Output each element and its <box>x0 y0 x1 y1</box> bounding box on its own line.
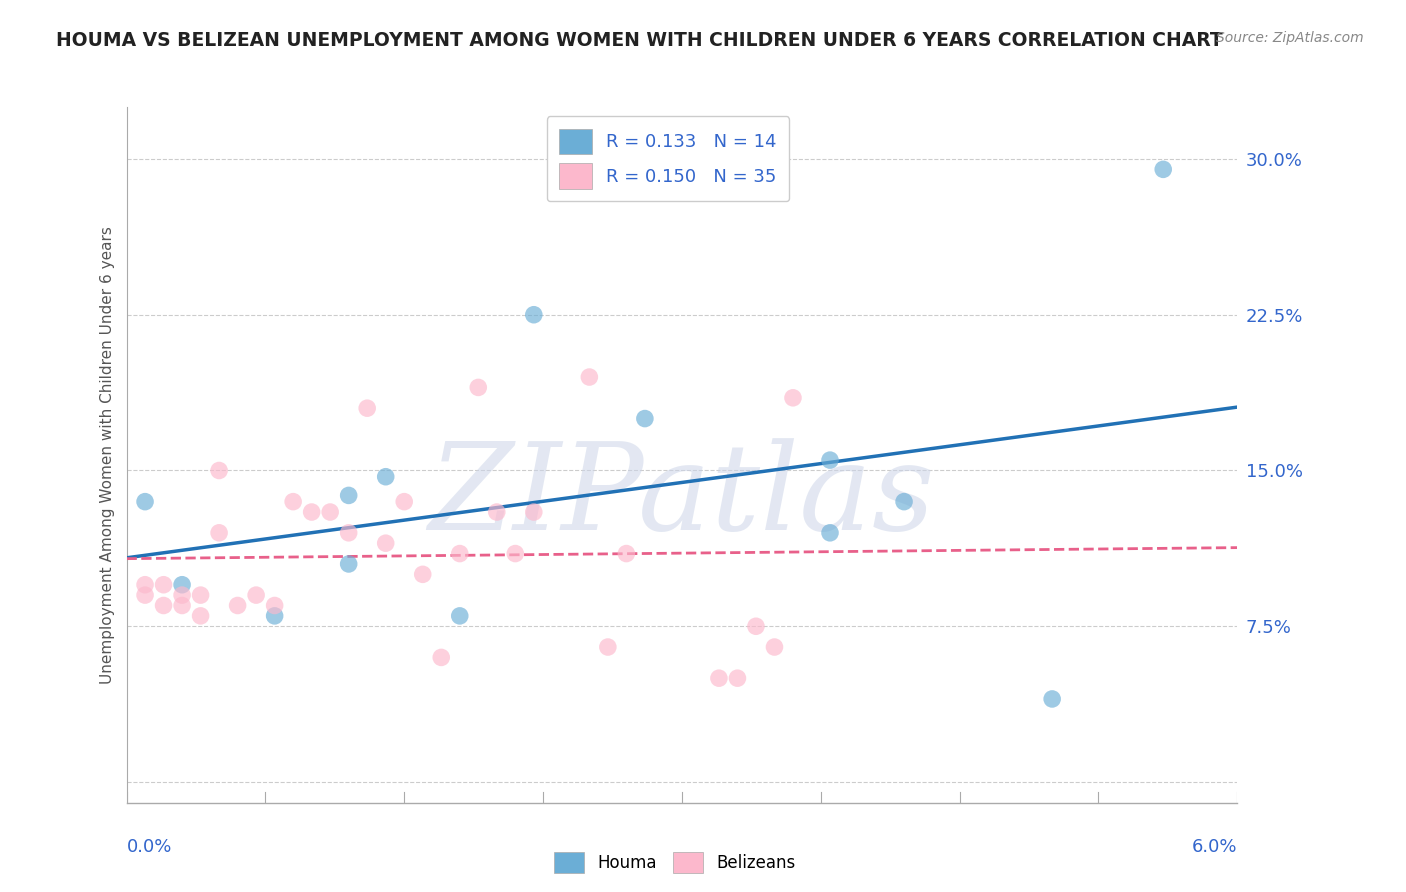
Point <box>467 380 489 394</box>
Point <box>245 588 267 602</box>
Point <box>818 453 841 467</box>
Text: HOUMA VS BELIZEAN UNEMPLOYMENT AMONG WOMEN WITH CHILDREN UNDER 6 YEARS CORRELATI: HOUMA VS BELIZEAN UNEMPLOYMENT AMONG WOM… <box>56 31 1223 50</box>
Point <box>226 599 249 613</box>
Point <box>596 640 619 654</box>
Legend: R = 0.133   N = 14, R = 0.150   N = 35: R = 0.133 N = 14, R = 0.150 N = 35 <box>547 116 789 202</box>
Point <box>172 599 194 613</box>
Text: 6.0%: 6.0% <box>1192 838 1237 856</box>
Point <box>430 650 453 665</box>
Point <box>763 640 786 654</box>
Point <box>152 578 174 592</box>
Point <box>745 619 768 633</box>
Point <box>190 588 212 602</box>
Point <box>449 547 471 561</box>
Point <box>578 370 600 384</box>
Point <box>337 525 360 540</box>
Point <box>134 578 156 592</box>
Point <box>707 671 730 685</box>
Legend: Houma, Belizeans: Houma, Belizeans <box>547 846 803 880</box>
Point <box>485 505 508 519</box>
Point <box>818 525 841 540</box>
Point <box>394 494 416 508</box>
Point <box>337 557 360 571</box>
Text: ZIPatlas: ZIPatlas <box>429 438 935 556</box>
Text: 0.0%: 0.0% <box>127 838 172 856</box>
Point <box>1152 162 1174 177</box>
Point <box>263 599 285 613</box>
Point <box>301 505 323 519</box>
Text: Source: ZipAtlas.com: Source: ZipAtlas.com <box>1216 31 1364 45</box>
Point <box>893 494 915 508</box>
Point <box>281 494 305 508</box>
Point <box>374 469 396 483</box>
Point <box>356 401 378 416</box>
Point <box>152 599 174 613</box>
Point <box>208 525 231 540</box>
Point <box>172 578 194 592</box>
Point <box>782 391 804 405</box>
Point <box>616 547 638 561</box>
Point <box>134 494 156 508</box>
Point <box>412 567 434 582</box>
Y-axis label: Unemployment Among Women with Children Under 6 years: Unemployment Among Women with Children U… <box>100 226 115 684</box>
Point <box>634 411 657 425</box>
Point <box>263 608 285 623</box>
Point <box>449 608 471 623</box>
Point <box>727 671 749 685</box>
Point <box>319 505 342 519</box>
Point <box>190 608 212 623</box>
Point <box>134 588 156 602</box>
Point <box>208 463 231 477</box>
Point <box>172 588 194 602</box>
Point <box>374 536 396 550</box>
Point <box>523 308 546 322</box>
Point <box>523 505 546 519</box>
Point <box>1040 692 1063 706</box>
Point <box>505 547 527 561</box>
Point <box>337 488 360 502</box>
